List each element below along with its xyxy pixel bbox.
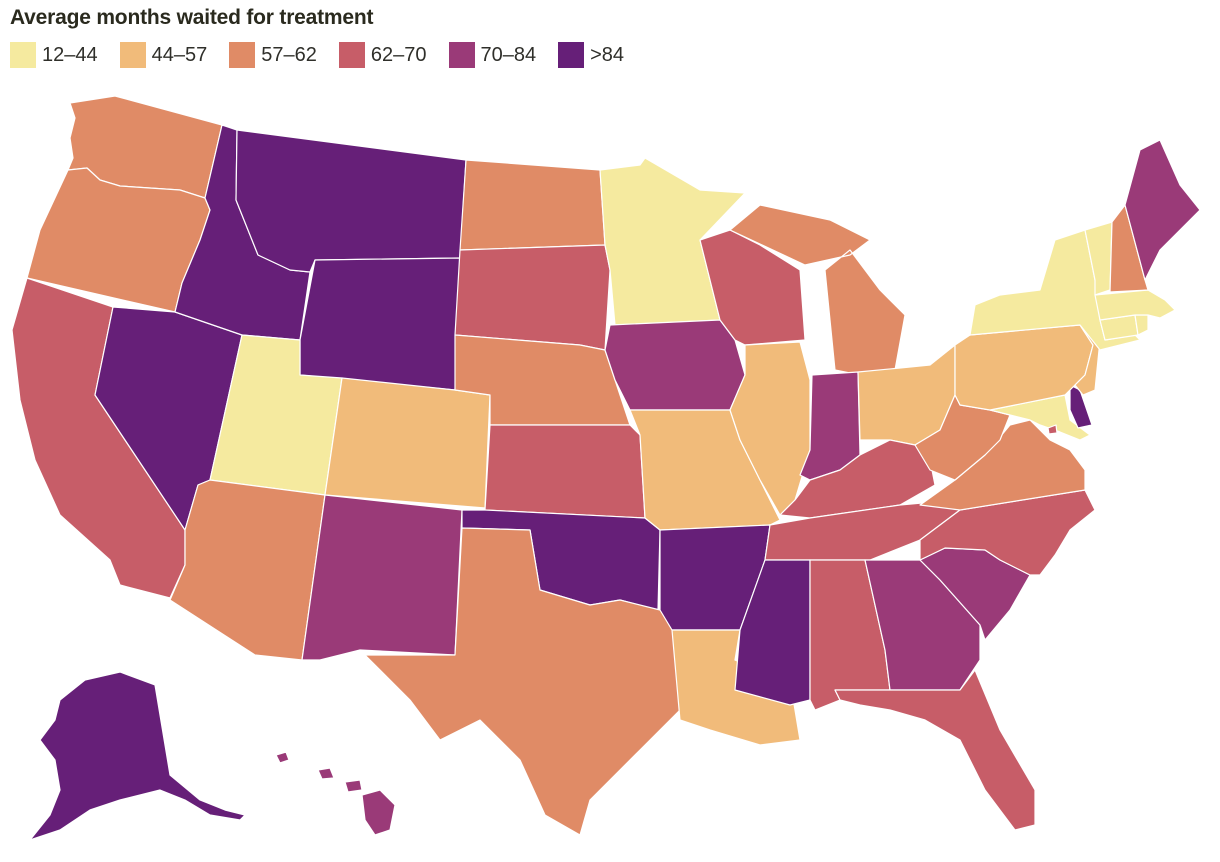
legend-swatch <box>229 42 256 68</box>
state-WY[interactable] <box>299 257 461 391</box>
legend-label: 62–70 <box>370 43 427 66</box>
legend: 12–44 44–57 57–62 62–70 70–84 >84 <box>10 42 646 68</box>
state-MD[interactable] <box>989 394 1091 441</box>
legend-label: 70–84 <box>480 43 537 66</box>
state-DC[interactable] <box>1047 424 1058 435</box>
legend-label: 57–62 <box>261 43 317 66</box>
state-RI[interactable] <box>1134 314 1149 336</box>
state-HI[interactable] <box>275 751 396 836</box>
state-TX[interactable] <box>364 527 681 836</box>
legend-swatch <box>448 42 475 68</box>
state-ME[interactable] <box>1124 139 1201 281</box>
state-FL[interactable] <box>834 669 1036 831</box>
legend-item-over-84: >84 <box>558 42 624 68</box>
legend-item-44-57: 44–57 <box>119 42 208 68</box>
legend-swatch <box>558 42 585 68</box>
legend-swatch <box>338 42 365 68</box>
legend-item-57-62: 57–62 <box>229 42 317 68</box>
legend-item-12-44: 12–44 <box>10 42 98 68</box>
state-MA[interactable] <box>1094 289 1176 321</box>
state-SD[interactable] <box>454 244 611 351</box>
state-KS[interactable] <box>484 424 646 519</box>
legend-label: >84 <box>590 43 625 66</box>
state-AK[interactable] <box>29 671 246 841</box>
legend-item-62-70: 62–70 <box>338 42 427 68</box>
legend-swatch <box>119 42 146 68</box>
state-CO[interactable] <box>324 377 491 509</box>
state-NH[interactable] <box>1109 204 1149 293</box>
state-AZ[interactable] <box>169 479 326 661</box>
legend-label: 12–44 <box>42 43 98 66</box>
legend-swatch <box>10 42 36 68</box>
state-ND[interactable] <box>459 159 606 251</box>
state-IA[interactable] <box>604 319 746 411</box>
legend-item-70-84: 70–84 <box>448 42 537 68</box>
legend-label: 44–57 <box>151 43 208 66</box>
state-MT[interactable] <box>235 129 467 273</box>
state-NM[interactable] <box>301 494 463 661</box>
state-VT[interactable] <box>1084 221 1113 296</box>
map-title: Average months waited for treatment <box>10 6 374 29</box>
